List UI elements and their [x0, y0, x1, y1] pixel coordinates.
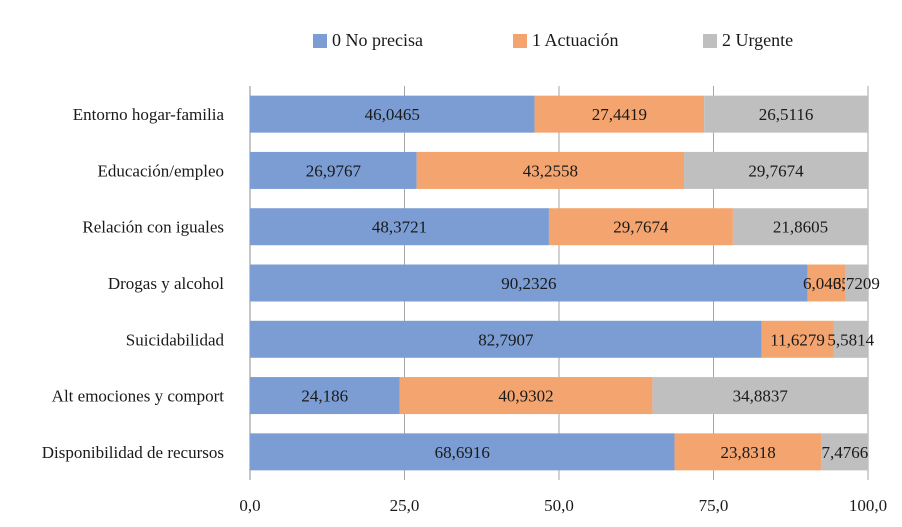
bar-segment [250, 320, 762, 358]
legend-swatch-actuacion [513, 33, 527, 48]
legend-item-no-precisa: 0 No precisa [313, 30, 423, 51]
bar-segment [833, 320, 868, 358]
category-label: Disponibilidad de recursos [42, 443, 224, 462]
category-label: Suicidabilidad [126, 330, 225, 349]
data-label: 90,2326 [501, 274, 556, 293]
bar-segment [674, 433, 822, 471]
data-label: 24,186 [301, 387, 348, 406]
data-label: 5,5814 [827, 330, 874, 349]
legend-swatch-no-precisa [313, 33, 327, 48]
bar-segment [250, 433, 675, 471]
category-label: Educación/empleo [97, 161, 224, 180]
bar-segment [416, 151, 685, 189]
category-label: Entorno hogar-familia [73, 105, 225, 124]
data-label: 29,7674 [613, 218, 669, 237]
data-label: 21,8605 [773, 218, 828, 237]
category-label: Alt emociones y comport [52, 387, 225, 406]
x-tick-label: 25,0 [390, 496, 420, 515]
bar-segment [250, 151, 417, 189]
bar-segment [684, 151, 868, 189]
bar-segment [807, 264, 846, 302]
bar-segment [732, 208, 868, 246]
data-label: 29,7674 [748, 161, 804, 180]
data-label: 26,9767 [306, 161, 362, 180]
data-label: 3,7209 [833, 274, 880, 293]
data-label: 26,5116 [759, 105, 814, 124]
data-label: 34,8837 [733, 387, 789, 406]
bar-segment [399, 377, 653, 415]
bar-segment [534, 95, 705, 133]
data-label: 68,6916 [435, 443, 490, 462]
data-label: 40,9302 [498, 387, 553, 406]
data-label: 82,7907 [478, 330, 534, 349]
bar-segment [250, 95, 535, 133]
x-tick-label: 0,0 [239, 496, 260, 515]
legend-swatch-urgente [703, 33, 717, 48]
data-label: 43,2558 [523, 161, 578, 180]
bar-segment [652, 377, 868, 415]
legend: 0 No precisa 1 Actuación 2 Urgente [0, 30, 902, 54]
x-tick-label: 100,0 [849, 496, 887, 515]
bar-segment [250, 377, 400, 415]
x-tick-label: 50,0 [544, 496, 574, 515]
bar-segment [548, 208, 733, 246]
data-label: 27,4419 [592, 105, 647, 124]
data-label: 23,8318 [721, 443, 776, 462]
bar-segment [761, 320, 834, 358]
bar-segment [250, 208, 549, 246]
legend-label-urgente: 2 Urgente [722, 30, 794, 50]
data-label: 6,0465 [803, 274, 850, 293]
x-tick-label: 75,0 [699, 496, 729, 515]
legend-item-urgente: 2 Urgente [703, 30, 793, 51]
bar-segment [704, 95, 868, 133]
data-label: 48,3721 [372, 218, 427, 237]
data-label: 46,0465 [365, 105, 420, 124]
bar-segment [845, 264, 868, 302]
category-label: Drogas y alcohol [108, 274, 224, 293]
category-label: Relación con iguales [82, 218, 224, 237]
bar-segment [250, 264, 808, 302]
legend-label-no-precisa: 0 No precisa [332, 30, 423, 50]
bar-segment [821, 433, 868, 471]
data-label: 11,6279 [770, 330, 825, 349]
data-label: 7,4766 [822, 443, 869, 462]
legend-item-actuacion: 1 Actuación [513, 30, 618, 51]
legend-label-actuacion: 1 Actuación [532, 30, 619, 50]
